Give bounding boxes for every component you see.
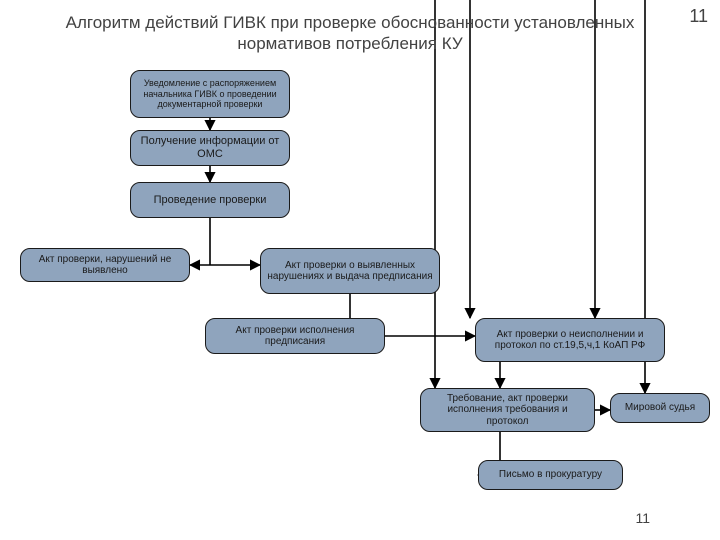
flow-node: Акт проверки исполнения предписания [205,318,385,354]
slide-number-bottom: 11 [635,510,650,526]
flow-node: Уведомление с распоряжением начальника Г… [130,70,290,118]
node-label: Акт проверки о неисполнении и протокол п… [482,329,658,352]
node-label: Акт проверки о выявленных нарушениях и в… [267,260,433,283]
flow-node: Акт проверки о выявленных нарушениях и в… [260,248,440,294]
node-label: Требование, акт проверки исполнения треб… [427,393,588,428]
flow-node: Акт проверки, нарушений не выявлено [20,248,190,282]
flow-node: Мировой судья [610,393,710,423]
node-label: Акт проверки исполнения предписания [212,325,378,348]
flow-node: Получение информации от ОМС [130,130,290,166]
node-label: Проведение проверки [154,194,267,207]
flow-node: Акт проверки о неисполнении и протокол п… [475,318,665,362]
flow-node: Требование, акт проверки исполнения треб… [420,388,595,432]
node-label: Письмо в прокуратуру [499,469,602,481]
node-label: Мировой судья [625,402,695,414]
node-label: Получение информации от ОМС [137,135,283,160]
node-label: Акт проверки, нарушений не выявлено [27,254,183,277]
flowchart-stage: { "slide": { "title": "Алгоритм действий… [0,0,720,540]
flow-node: Проведение проверки [130,182,290,218]
flow-node: Письмо в прокуратуру [478,460,623,490]
slide-title: Алгоритм действий ГИВК при проверке обос… [50,12,650,55]
slide-number-top: 11 [689,6,708,27]
node-label: Уведомление с распоряжением начальника Г… [137,78,283,109]
